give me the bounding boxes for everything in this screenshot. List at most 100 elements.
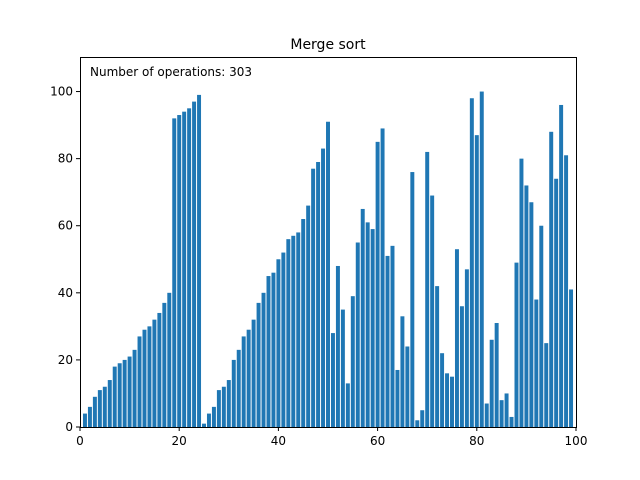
x-tick-label: 60 xyxy=(370,434,385,448)
bar-57 xyxy=(360,208,365,427)
bar-52 xyxy=(335,265,340,427)
bar-93 xyxy=(539,225,544,427)
bar-32 xyxy=(236,349,241,427)
bar-74 xyxy=(445,373,450,427)
bar-55 xyxy=(350,296,355,427)
bar-24 xyxy=(197,94,202,428)
bar-67 xyxy=(410,172,415,427)
x-tick-label: 0 xyxy=(76,434,84,448)
y-tick-label: 60 xyxy=(58,219,73,233)
bar-11 xyxy=(132,349,137,427)
y-tick-label: 0 xyxy=(65,420,73,434)
bar-28 xyxy=(216,390,221,427)
bar-70 xyxy=(425,151,430,427)
bar-56 xyxy=(355,242,360,427)
bar-23 xyxy=(192,101,197,428)
bar-44 xyxy=(296,232,301,427)
bar-18 xyxy=(167,292,172,427)
bar-30 xyxy=(226,380,231,427)
bar-69 xyxy=(420,410,425,427)
bar-51 xyxy=(330,333,335,427)
bar-62 xyxy=(385,255,390,427)
bar-85 xyxy=(499,400,504,427)
bars-group xyxy=(82,91,574,428)
bar-14 xyxy=(147,326,152,427)
bar-97 xyxy=(559,104,564,428)
bar-82 xyxy=(484,403,489,427)
bar-38 xyxy=(266,276,271,427)
bar-12 xyxy=(137,336,142,427)
bar-95 xyxy=(549,131,554,428)
bar-25 xyxy=(202,423,206,427)
bar-92 xyxy=(534,299,539,427)
bar-66 xyxy=(405,346,410,427)
operations-count-annotation: Number of operations: 303 xyxy=(90,65,252,79)
bar-46 xyxy=(306,205,311,427)
bar-20 xyxy=(177,115,182,427)
bar-47 xyxy=(311,168,316,427)
bar-53 xyxy=(340,309,345,427)
bar-54 xyxy=(345,383,350,427)
bar-41 xyxy=(281,252,286,427)
bar-40 xyxy=(276,259,281,427)
bar-99 xyxy=(569,289,574,427)
bar-72 xyxy=(435,286,440,427)
x-axis: 0 20 40 60 80 100 xyxy=(76,427,587,448)
bar-68 xyxy=(415,420,420,427)
bar-80 xyxy=(474,135,479,427)
bar-63 xyxy=(390,245,395,427)
bar-43 xyxy=(291,235,296,427)
plot-frame xyxy=(80,57,577,428)
bar-5 xyxy=(102,386,107,427)
bar-27 xyxy=(211,406,216,427)
bar-64 xyxy=(395,369,400,427)
bar-3 xyxy=(92,396,97,427)
bar-71 xyxy=(430,195,435,427)
bar-22 xyxy=(187,108,192,427)
bar-21 xyxy=(182,111,187,428)
bar-37 xyxy=(261,292,266,427)
bar-26 xyxy=(206,413,211,427)
y-axis: 0 20 40 60 80 100 xyxy=(50,85,80,434)
bar-7 xyxy=(112,366,117,427)
bar-86 xyxy=(504,393,509,427)
bar-87 xyxy=(509,416,514,427)
bar-73 xyxy=(440,353,445,427)
y-tick-label: 20 xyxy=(58,353,73,367)
bar-75 xyxy=(450,376,454,427)
bar-58 xyxy=(365,222,370,427)
bar-88 xyxy=(514,262,519,427)
bar-61 xyxy=(380,128,385,427)
bar-90 xyxy=(524,185,529,427)
bar-29 xyxy=(221,386,226,427)
bar-81 xyxy=(479,91,484,428)
bar-60 xyxy=(375,141,380,428)
x-tick-label: 100 xyxy=(565,434,588,448)
bar-6 xyxy=(107,380,112,427)
bar-13 xyxy=(142,329,147,427)
bar-59 xyxy=(370,229,375,427)
bar-83 xyxy=(489,339,494,427)
bar-17 xyxy=(162,302,167,427)
bar-33 xyxy=(241,336,246,427)
y-tick-label: 80 xyxy=(58,152,73,166)
x-tick-label: 80 xyxy=(469,434,484,448)
bar-78 xyxy=(464,269,469,427)
bar-89 xyxy=(519,158,524,427)
bar-19 xyxy=(172,118,177,427)
chart-title: Merge sort xyxy=(290,37,366,53)
bar-34 xyxy=(246,329,251,427)
bar-42 xyxy=(286,239,291,427)
bar-8 xyxy=(117,363,122,427)
bar-2 xyxy=(87,406,92,427)
bar-1 xyxy=(82,413,87,427)
bar-9 xyxy=(122,359,127,427)
bar-45 xyxy=(301,219,306,427)
bar-49 xyxy=(321,148,326,427)
bar-50 xyxy=(326,121,330,428)
bar-77 xyxy=(459,306,464,427)
bar-84 xyxy=(494,323,499,427)
bar-91 xyxy=(529,202,534,427)
